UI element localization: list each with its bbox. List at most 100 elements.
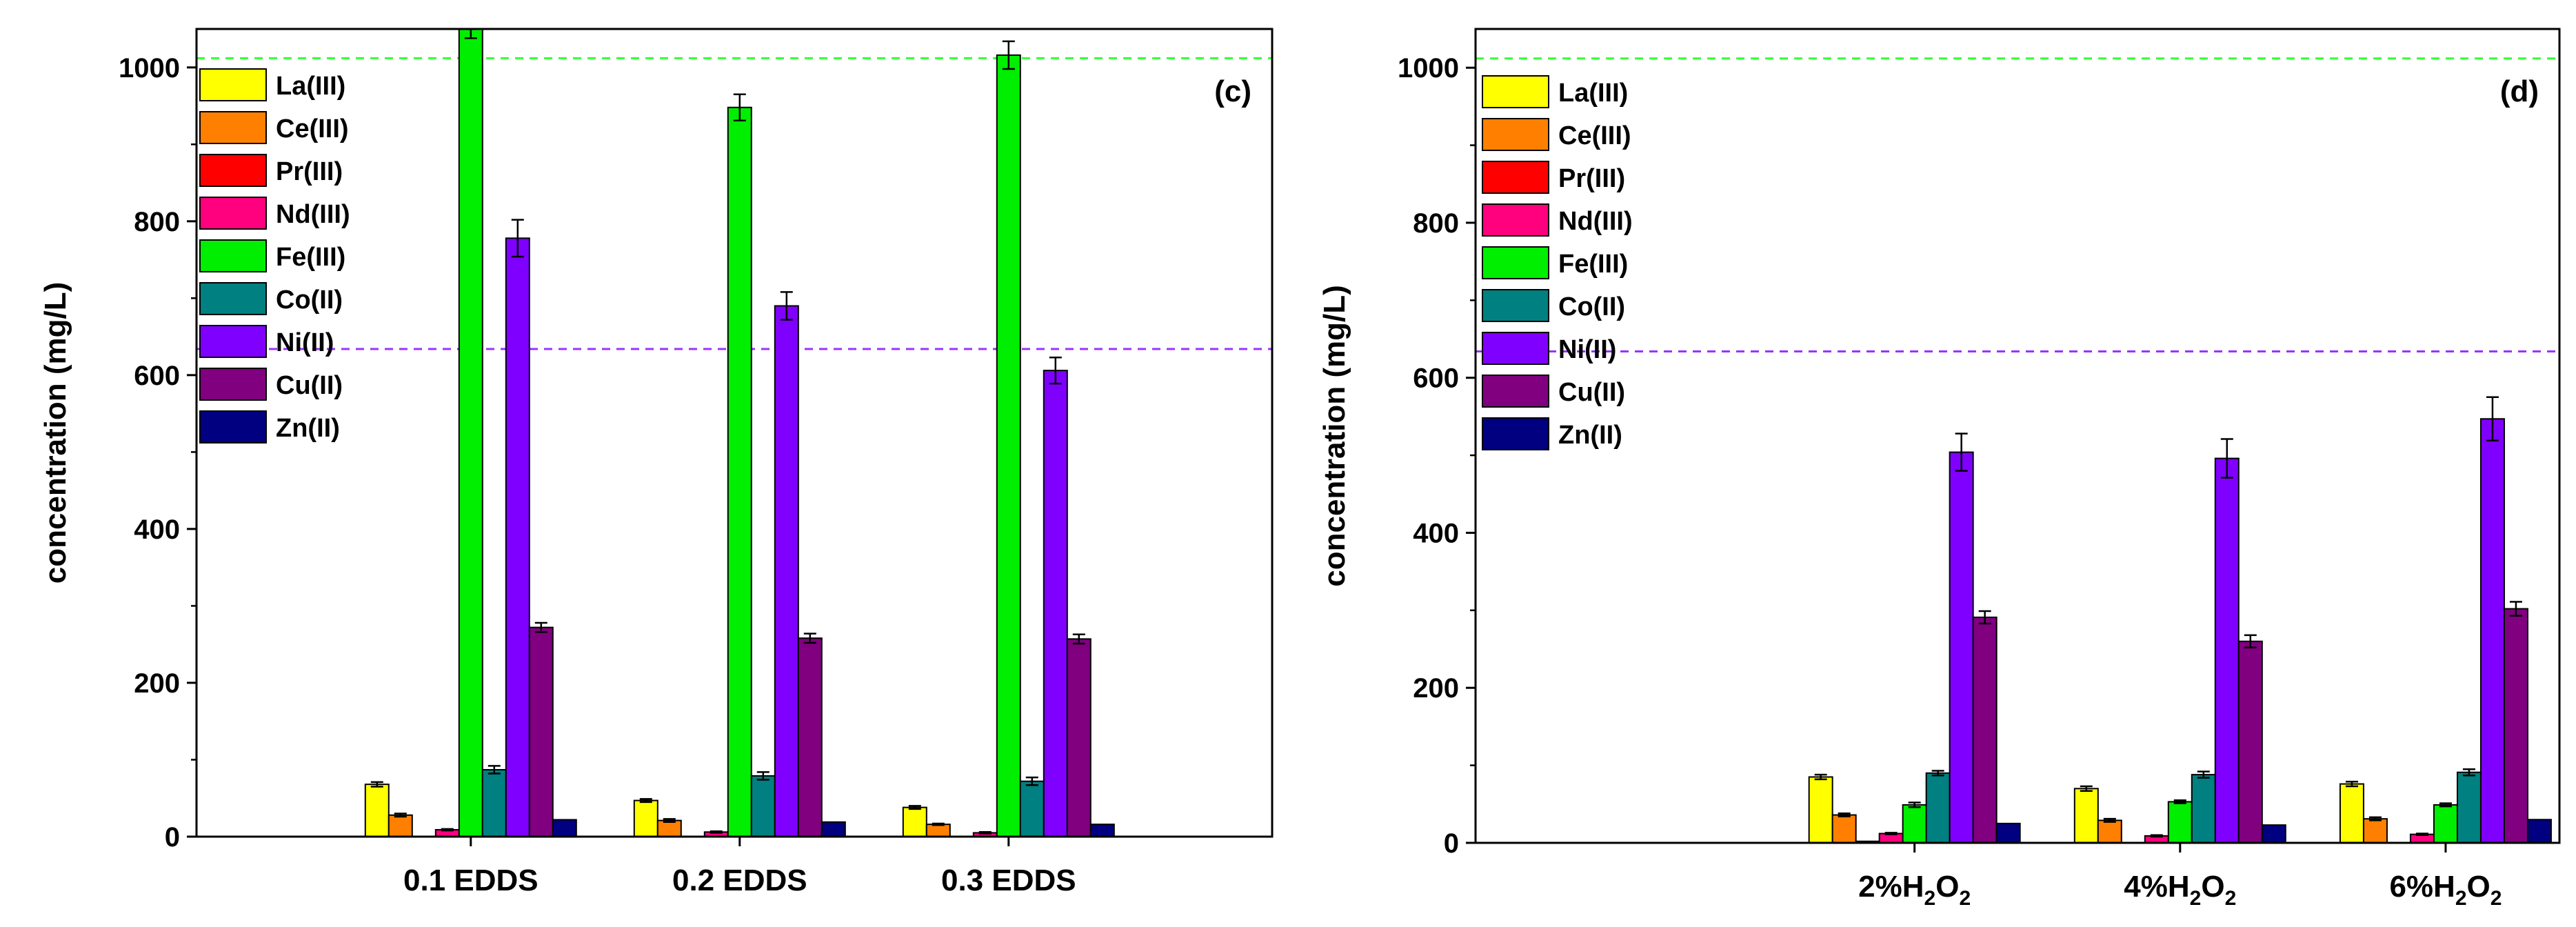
y-tick-label: 400 <box>134 515 180 545</box>
legend-swatch <box>199 410 267 443</box>
bar-Co(II)-2%H2O2 <box>1925 772 1951 843</box>
bar-Zn(II)-0.1 EDDS <box>552 819 577 837</box>
legend-swatch <box>199 197 267 230</box>
bar-group <box>364 29 1115 837</box>
legend-label: Nd(III) <box>1558 207 1633 236</box>
legend-label: Nd(III) <box>276 200 350 229</box>
y-tick-label: 400 <box>1413 518 1459 548</box>
panel-label: (c) <box>1214 74 1251 108</box>
bar-Co(II)-6%H2O2 <box>2456 771 2482 843</box>
bar-Ce(III)-6%H2O2 <box>2362 818 2388 843</box>
bar-Ce(III)-4%H2O2 <box>2097 819 2122 843</box>
legend-label: La(III) <box>276 72 345 101</box>
legend-swatch <box>199 325 267 358</box>
legend-label: Co(II) <box>1558 292 1625 321</box>
bar-Ce(III)-0.1 EDDS <box>388 814 413 837</box>
bar-Cu(II)-0.2 EDDS <box>797 637 823 837</box>
chart-panel-d: 2%H2O2 4%H2O2 6%H2O2 0 200 400 600 800 1000 conce… <box>1318 28 2561 910</box>
legend-swatch <box>199 111 267 144</box>
panel-label: (d) <box>2500 74 2539 108</box>
x-tick-label: 2%H2O2 <box>1858 870 1971 910</box>
legend-label: Pr(III) <box>1558 164 1625 193</box>
bar-Cu(II)-4%H2O2 <box>2237 640 2263 843</box>
bar-Fe(III)-0.3 EDDS <box>996 54 1021 837</box>
legend-label: Fe(III) <box>276 243 345 272</box>
bar-Ce(III)-2%H2O2 <box>1831 814 1857 843</box>
plot-frame <box>1474 28 2561 844</box>
legend-label: Co(II) <box>276 286 343 315</box>
bar-Zn(II)-4%H2O2 <box>2261 824 2286 843</box>
bar-La(III)-2%H2O2 <box>1808 776 1833 843</box>
legend-swatch <box>199 154 267 187</box>
bar-group <box>1808 396 2552 843</box>
legend-swatch <box>1482 417 1549 450</box>
bar-Co(II)-0.2 EDDS <box>750 775 776 837</box>
legend-label: Zn(II) <box>1558 421 1622 450</box>
bar-Co(II)-0.1 EDDS <box>481 768 507 837</box>
legend-label: Ni(II) <box>276 328 334 357</box>
bar-Fe(III)-4%H2O2 <box>2167 801 2193 843</box>
y-tick-label: 1000 <box>119 53 180 83</box>
bar-Co(II)-4%H2O2 <box>2191 774 2216 843</box>
legend-label: Zn(II) <box>276 414 340 443</box>
legend-swatch <box>1482 332 1549 365</box>
legend-swatch <box>1482 118 1549 151</box>
bar-Co(II)-0.3 EDDS <box>1019 780 1045 837</box>
legend-label: La(III) <box>1558 79 1628 108</box>
x-tick-label: 6%H2O2 <box>2389 870 2502 910</box>
x-tick-label: 0.2 EDDS <box>672 864 807 897</box>
legend-swatch <box>1482 375 1549 408</box>
x-tick-label: 0.3 EDDS <box>941 864 1076 897</box>
bar-Ce(III)-0.3 EDDS <box>925 824 951 837</box>
legend-swatch <box>1482 161 1549 194</box>
y-tick-label: 200 <box>1413 673 1459 704</box>
bar-Zn(II)-6%H2O2 <box>2526 819 2552 843</box>
bar-Ni(II)-0.2 EDDS <box>774 305 799 837</box>
bar-Fe(III)-0.2 EDDS <box>727 106 752 837</box>
legend-label: Ce(III) <box>276 114 349 143</box>
bar-Ni(II)-0.1 EDDS <box>505 237 530 837</box>
legend-label: Cu(II) <box>276 371 343 400</box>
bar-Ni(II)-2%H2O2 <box>1949 451 1974 843</box>
legend-label: Ni(II) <box>1558 335 1616 364</box>
bar-Cu(II)-6%H2O2 <box>2503 608 2528 843</box>
bar-La(III)-4%H2O2 <box>2073 788 2099 843</box>
legend-swatch <box>1482 246 1549 279</box>
y-tick-label: 600 <box>1413 363 1459 394</box>
bar-Ni(II)-4%H2O2 <box>2214 457 2240 843</box>
legend-label: Ce(III) <box>1558 121 1631 150</box>
y-tick-label: 600 <box>134 361 180 391</box>
bar-Cu(II)-0.3 EDDS <box>1066 638 1091 837</box>
y-axis-title: concentration (mg/L) <box>1318 285 1351 587</box>
legend-swatch <box>199 239 267 272</box>
bar-Ni(II)-6%H2O2 <box>2479 418 2505 843</box>
plot-frame <box>195 28 1274 838</box>
bar-La(III)-0.1 EDDS <box>364 784 390 837</box>
chart-panel-c: 0.1 EDDS 0.2 EDDS 0.3 EDDS 0 200 400 600 800 100… <box>39 28 1274 897</box>
legend-label: Fe(III) <box>1558 250 1628 279</box>
bar-La(III)-0.2 EDDS <box>633 799 658 837</box>
legend-swatch <box>1482 75 1549 108</box>
bar-Fe(III)-6%H2O2 <box>2433 804 2458 843</box>
legend-swatch <box>1482 203 1549 237</box>
y-tick-label: 0 <box>165 822 180 853</box>
bar-Zn(II)-0.2 EDDS <box>821 821 846 837</box>
bar-Ni(II)-0.3 EDDS <box>1043 370 1068 837</box>
bar-Ce(III)-0.2 EDDS <box>656 819 682 837</box>
bar-Zn(II)-2%H2O2 <box>1995 822 2021 843</box>
bar-La(III)-6%H2O2 <box>2339 783 2364 843</box>
bar-Fe(III)-2%H2O2 <box>1902 804 1927 843</box>
y-tick-label: 800 <box>134 207 180 237</box>
bar-Fe(III)-0.1 EDDS <box>458 29 483 837</box>
x-tick-label: 4%H2O2 <box>2124 870 2236 910</box>
legend-swatch <box>1482 289 1549 322</box>
bar-Cu(II)-0.1 EDDS <box>528 626 554 837</box>
legend-label: Pr(III) <box>276 157 343 186</box>
y-tick-label: 1000 <box>1398 53 1459 83</box>
bar-Zn(II)-0.3 EDDS <box>1089 824 1115 837</box>
y-tick-label: 200 <box>134 668 180 699</box>
legend-swatch <box>199 282 267 315</box>
legend-label: Cu(II) <box>1558 378 1625 407</box>
legend-swatch <box>199 368 267 401</box>
